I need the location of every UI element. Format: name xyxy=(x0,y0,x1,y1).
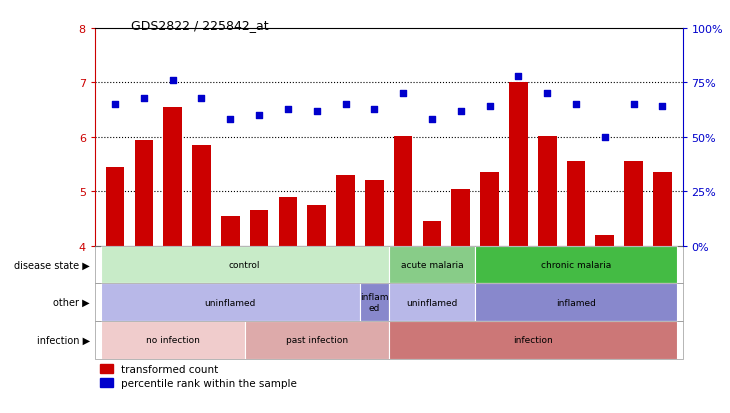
Bar xyxy=(624,162,643,246)
Legend: transformed count, percentile rank within the sample: transformed count, percentile rank withi… xyxy=(100,364,297,388)
Text: control: control xyxy=(229,260,261,269)
Bar xyxy=(245,321,389,359)
Bar xyxy=(596,235,614,246)
Bar xyxy=(279,197,297,246)
Point xyxy=(196,95,207,102)
Point xyxy=(253,112,265,119)
Point xyxy=(282,106,293,113)
Point xyxy=(224,117,236,123)
Text: GDS2822 / 225842_at: GDS2822 / 225842_at xyxy=(131,19,269,31)
Point xyxy=(138,95,150,102)
Point xyxy=(599,134,610,141)
Text: no infection: no infection xyxy=(146,335,199,344)
Bar xyxy=(164,108,182,246)
Bar xyxy=(475,246,677,284)
Text: disease state ▶: disease state ▶ xyxy=(14,260,90,270)
Bar xyxy=(365,181,384,246)
Bar xyxy=(393,136,412,246)
Bar xyxy=(106,167,124,246)
Bar xyxy=(307,205,326,246)
Point xyxy=(542,91,553,97)
Text: inflam
ed: inflam ed xyxy=(360,293,388,312)
Bar xyxy=(95,246,683,273)
Bar xyxy=(250,211,269,246)
Point xyxy=(426,117,438,123)
Bar xyxy=(566,162,585,246)
Bar xyxy=(101,321,245,359)
Text: uninflamed: uninflamed xyxy=(407,298,458,307)
Point xyxy=(484,104,496,110)
Bar xyxy=(509,83,528,246)
Bar xyxy=(101,284,360,321)
Bar xyxy=(451,189,470,246)
Text: acute malaria: acute malaria xyxy=(401,260,464,269)
Bar xyxy=(389,284,475,321)
Point xyxy=(397,91,409,97)
Point xyxy=(455,108,466,115)
Text: chronic malaria: chronic malaria xyxy=(541,260,611,269)
Point xyxy=(512,74,524,80)
Point xyxy=(339,102,351,108)
Point xyxy=(311,108,323,115)
Point xyxy=(167,78,179,84)
Text: other ▶: other ▶ xyxy=(53,297,90,307)
Bar xyxy=(134,140,153,246)
Point xyxy=(656,104,668,110)
Bar xyxy=(360,284,389,321)
Text: infection ▶: infection ▶ xyxy=(36,335,90,345)
Point xyxy=(570,102,582,108)
Text: uninflamed: uninflamed xyxy=(204,298,256,307)
Point xyxy=(369,106,380,113)
Bar xyxy=(653,173,672,246)
Bar xyxy=(336,176,355,246)
Bar xyxy=(101,246,389,284)
Text: inflamed: inflamed xyxy=(556,298,596,307)
Point xyxy=(628,102,639,108)
Bar xyxy=(221,216,239,246)
Text: infection: infection xyxy=(513,335,553,344)
Bar xyxy=(423,222,442,246)
Point xyxy=(110,102,121,108)
Bar xyxy=(475,284,677,321)
Bar xyxy=(480,173,499,246)
Bar xyxy=(389,246,475,284)
Text: past infection: past infection xyxy=(285,335,347,344)
Bar xyxy=(389,321,677,359)
Bar xyxy=(538,136,556,246)
Bar xyxy=(192,146,211,246)
